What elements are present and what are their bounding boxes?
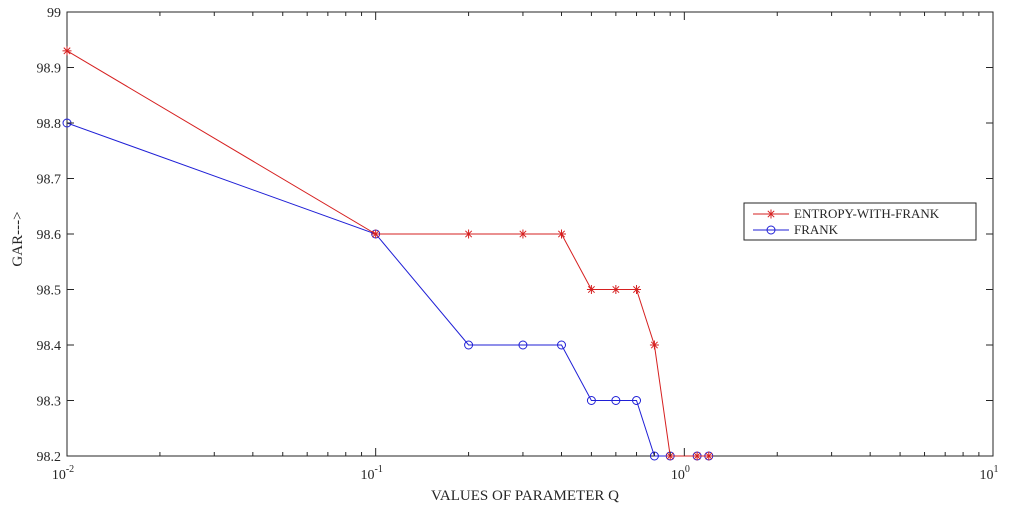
y-tick-label: 99 <box>47 6 61 21</box>
x-axis-label: VALUES OF PARAMETER Q <box>431 488 619 504</box>
asterisk-stroke <box>612 285 620 294</box>
y-tick-label: 98.8 <box>37 117 62 132</box>
series-layer <box>62 46 714 461</box>
asterisk-stroke <box>519 230 527 238</box>
y-tick-label: 98.2 <box>37 450 62 465</box>
asterisk-stroke <box>632 285 641 294</box>
x-tick-exponent: -2 <box>66 464 74 475</box>
circle-marker <box>464 340 474 350</box>
asterisk-marker <box>586 285 596 294</box>
asterisk-stroke <box>372 230 380 238</box>
x-tick-base: 10 <box>52 468 66 483</box>
circle-marker <box>586 396 596 405</box>
circle-marker <box>518 340 528 350</box>
y-tick-label: 98.6 <box>37 228 62 243</box>
asterisk-marker <box>692 451 702 461</box>
x-tick-label: 10-2 <box>52 464 74 483</box>
asterisk-marker <box>62 46 72 56</box>
circle-marker <box>611 396 621 405</box>
y-tick-label: 98.4 <box>37 339 62 354</box>
y-tick-label: 98.7 <box>37 173 62 188</box>
x-tick-label: 101 <box>980 464 999 483</box>
asterisk-marker <box>464 229 474 239</box>
asterisk-stroke <box>650 341 658 349</box>
x-tick-exponent: -1 <box>374 464 382 475</box>
x-tick-exponent: 0 <box>685 464 690 475</box>
asterisk-marker <box>557 229 567 239</box>
asterisk-marker <box>518 229 528 239</box>
x-tick-base: 10 <box>671 468 685 483</box>
asterisk-marker <box>766 209 776 219</box>
circle-marker <box>557 340 567 350</box>
asterisk-marker <box>371 229 381 239</box>
x-tick-exponent: 1 <box>994 464 999 475</box>
y-tick-label: 98.3 <box>37 395 62 410</box>
y-tick-label: 98.5 <box>37 284 62 299</box>
y-axis-label: GAR---> <box>10 211 26 266</box>
asterisk-marker <box>632 285 642 294</box>
x-tick-label: 100 <box>671 464 690 483</box>
asterisk-stroke <box>63 47 71 55</box>
asterisk-stroke <box>767 210 775 218</box>
legend-label: ENTROPY-WITH-FRANK <box>794 206 940 221</box>
asterisk-stroke <box>557 230 566 238</box>
x-tick-base: 10 <box>360 468 374 483</box>
asterisk-stroke <box>465 230 473 238</box>
circle-marker <box>632 396 642 405</box>
asterisk-stroke <box>693 452 701 460</box>
y-tick-label: 98.9 <box>37 62 62 77</box>
circle-marker <box>766 225 776 235</box>
asterisk-marker <box>704 451 714 461</box>
asterisk-marker <box>611 285 621 294</box>
x-tick-base: 10 <box>980 468 994 483</box>
asterisk-stroke <box>587 285 595 294</box>
legend-box <box>743 202 977 241</box>
asterisk-stroke <box>705 452 713 460</box>
x-tick-label: 10-1 <box>360 464 382 483</box>
legend-label: FRANK <box>794 222 839 237</box>
asterisk-marker <box>649 340 659 350</box>
